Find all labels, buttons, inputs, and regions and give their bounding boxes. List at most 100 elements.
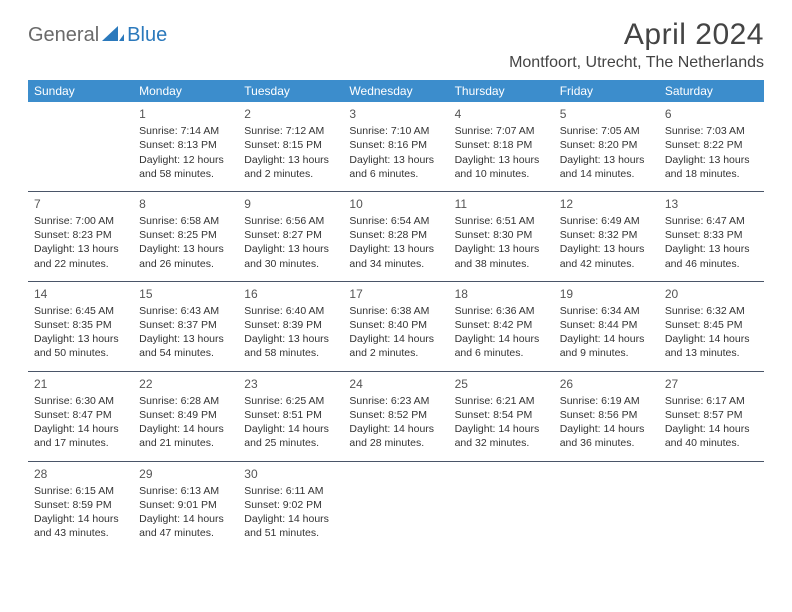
day-dl2: and 47 minutes. — [139, 526, 232, 540]
calendar-week-row: 21Sunrise: 6:30 AMSunset: 8:47 PMDayligh… — [28, 371, 764, 461]
day-dl2: and 14 minutes. — [560, 167, 653, 181]
day-dl1: Daylight: 13 hours — [244, 242, 337, 256]
calendar-table: Sunday Monday Tuesday Wednesday Thursday… — [28, 80, 764, 550]
day-sunrise: Sunrise: 6:25 AM — [244, 394, 337, 408]
day-sunrise: Sunrise: 6:30 AM — [34, 394, 127, 408]
col-wednesday: Wednesday — [343, 80, 448, 102]
day-sunrise: Sunrise: 7:03 AM — [665, 124, 758, 138]
day-dl2: and 10 minutes. — [455, 167, 548, 181]
calendar-cell — [659, 461, 764, 550]
day-number: 27 — [665, 376, 758, 392]
day-sunrise: Sunrise: 7:12 AM — [244, 124, 337, 138]
day-dl1: Daylight: 13 hours — [349, 242, 442, 256]
calendar-cell: 11Sunrise: 6:51 AMSunset: 8:30 PMDayligh… — [449, 191, 554, 281]
day-dl2: and 32 minutes. — [455, 436, 548, 450]
day-dl1: Daylight: 14 hours — [349, 332, 442, 346]
day-dl2: and 43 minutes. — [34, 526, 127, 540]
day-dl1: Daylight: 14 hours — [665, 332, 758, 346]
day-sunset: Sunset: 8:20 PM — [560, 138, 653, 152]
calendar-cell: 14Sunrise: 6:45 AMSunset: 8:35 PMDayligh… — [28, 281, 133, 371]
day-sunset: Sunset: 8:16 PM — [349, 138, 442, 152]
day-dl2: and 54 minutes. — [139, 346, 232, 360]
calendar-cell: 27Sunrise: 6:17 AMSunset: 8:57 PMDayligh… — [659, 371, 764, 461]
day-dl1: Daylight: 13 hours — [560, 242, 653, 256]
col-monday: Monday — [133, 80, 238, 102]
day-number: 22 — [139, 376, 232, 392]
day-sunset: Sunset: 8:28 PM — [349, 228, 442, 242]
day-number: 1 — [139, 106, 232, 122]
day-dl2: and 26 minutes. — [139, 257, 232, 271]
day-dl1: Daylight: 12 hours — [139, 153, 232, 167]
calendar-week-row: 1Sunrise: 7:14 AMSunset: 8:13 PMDaylight… — [28, 102, 764, 191]
col-sunday: Sunday — [28, 80, 133, 102]
day-sunset: Sunset: 8:57 PM — [665, 408, 758, 422]
calendar-cell: 1Sunrise: 7:14 AMSunset: 8:13 PMDaylight… — [133, 102, 238, 191]
day-dl2: and 38 minutes. — [455, 257, 548, 271]
day-sunrise: Sunrise: 6:54 AM — [349, 214, 442, 228]
col-friday: Friday — [554, 80, 659, 102]
day-dl1: Daylight: 14 hours — [139, 422, 232, 436]
col-thursday: Thursday — [449, 80, 554, 102]
day-number: 7 — [34, 196, 127, 212]
day-dl1: Daylight: 13 hours — [665, 242, 758, 256]
calendar-cell — [554, 461, 659, 550]
day-dl2: and 2 minutes. — [349, 346, 442, 360]
calendar-cell — [449, 461, 554, 550]
day-sunset: Sunset: 8:15 PM — [244, 138, 337, 152]
calendar-cell: 22Sunrise: 6:28 AMSunset: 8:49 PMDayligh… — [133, 371, 238, 461]
calendar-cell: 8Sunrise: 6:58 AMSunset: 8:25 PMDaylight… — [133, 191, 238, 281]
day-dl2: and 36 minutes. — [560, 436, 653, 450]
day-number: 15 — [139, 286, 232, 302]
day-sunrise: Sunrise: 6:40 AM — [244, 304, 337, 318]
calendar-header-row: Sunday Monday Tuesday Wednesday Thursday… — [28, 80, 764, 102]
day-sunset: Sunset: 8:23 PM — [34, 228, 127, 242]
day-sunset: Sunset: 8:37 PM — [139, 318, 232, 332]
day-sunset: Sunset: 8:18 PM — [455, 138, 548, 152]
calendar-cell: 4Sunrise: 7:07 AMSunset: 8:18 PMDaylight… — [449, 102, 554, 191]
day-dl2: and 25 minutes. — [244, 436, 337, 450]
day-sunrise: Sunrise: 6:17 AM — [665, 394, 758, 408]
calendar-cell: 3Sunrise: 7:10 AMSunset: 8:16 PMDaylight… — [343, 102, 448, 191]
calendar-week-row: 14Sunrise: 6:45 AMSunset: 8:35 PMDayligh… — [28, 281, 764, 371]
calendar-cell: 28Sunrise: 6:15 AMSunset: 8:59 PMDayligh… — [28, 461, 133, 550]
day-dl1: Daylight: 14 hours — [139, 512, 232, 526]
day-sunset: Sunset: 8:51 PM — [244, 408, 337, 422]
day-sunset: Sunset: 8:30 PM — [455, 228, 548, 242]
day-dl1: Daylight: 13 hours — [139, 332, 232, 346]
day-sunrise: Sunrise: 6:23 AM — [349, 394, 442, 408]
day-dl1: Daylight: 14 hours — [560, 332, 653, 346]
title-block: April 2024 Montfoort, Utrecht, The Nethe… — [509, 18, 764, 72]
day-sunset: Sunset: 8:33 PM — [665, 228, 758, 242]
day-sunrise: Sunrise: 7:05 AM — [560, 124, 653, 138]
day-dl2: and 50 minutes. — [34, 346, 127, 360]
day-sunset: Sunset: 8:13 PM — [139, 138, 232, 152]
day-dl1: Daylight: 13 hours — [560, 153, 653, 167]
day-dl1: Daylight: 13 hours — [244, 153, 337, 167]
calendar-cell: 21Sunrise: 6:30 AMSunset: 8:47 PMDayligh… — [28, 371, 133, 461]
day-dl1: Daylight: 13 hours — [349, 153, 442, 167]
calendar-cell: 9Sunrise: 6:56 AMSunset: 8:27 PMDaylight… — [238, 191, 343, 281]
day-dl2: and 51 minutes. — [244, 526, 337, 540]
day-number: 18 — [455, 286, 548, 302]
day-dl1: Daylight: 14 hours — [349, 422, 442, 436]
day-number: 14 — [34, 286, 127, 302]
day-dl2: and 58 minutes. — [244, 346, 337, 360]
day-number: 28 — [34, 466, 127, 482]
day-dl2: and 34 minutes. — [349, 257, 442, 271]
day-dl2: and 2 minutes. — [244, 167, 337, 181]
calendar-cell: 2Sunrise: 7:12 AMSunset: 8:15 PMDaylight… — [238, 102, 343, 191]
day-number: 10 — [349, 196, 442, 212]
location: Montfoort, Utrecht, The Netherlands — [509, 54, 764, 72]
day-dl1: Daylight: 13 hours — [34, 332, 127, 346]
day-sunset: Sunset: 8:42 PM — [455, 318, 548, 332]
day-number: 3 — [349, 106, 442, 122]
day-number: 26 — [560, 376, 653, 392]
day-dl1: Daylight: 13 hours — [455, 242, 548, 256]
day-sunset: Sunset: 8:22 PM — [665, 138, 758, 152]
calendar-cell: 15Sunrise: 6:43 AMSunset: 8:37 PMDayligh… — [133, 281, 238, 371]
calendar-cell: 5Sunrise: 7:05 AMSunset: 8:20 PMDaylight… — [554, 102, 659, 191]
calendar-cell: 6Sunrise: 7:03 AMSunset: 8:22 PMDaylight… — [659, 102, 764, 191]
day-sunrise: Sunrise: 6:34 AM — [560, 304, 653, 318]
day-dl2: and 40 minutes. — [665, 436, 758, 450]
day-sunset: Sunset: 8:40 PM — [349, 318, 442, 332]
